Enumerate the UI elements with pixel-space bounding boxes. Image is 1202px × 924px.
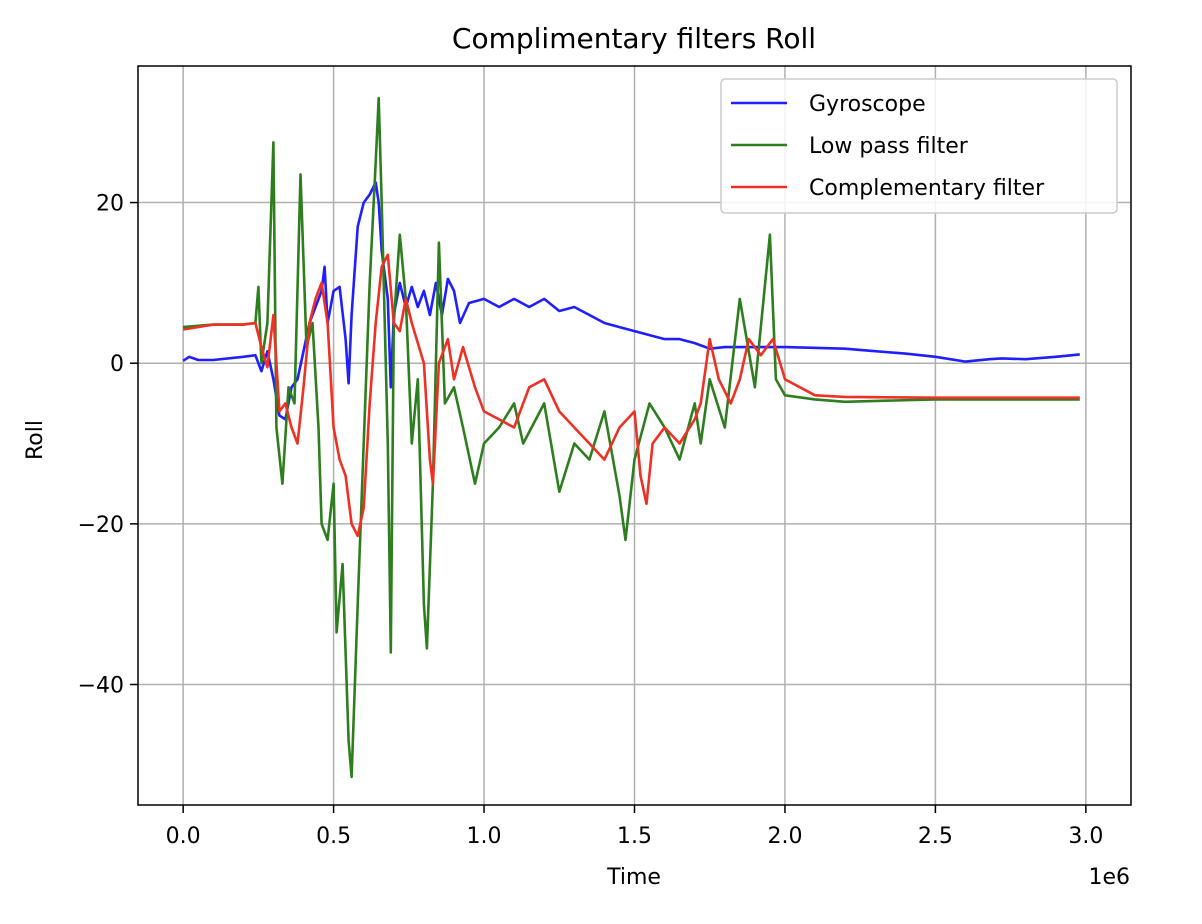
x-axis-offset-label: 1e6: [1088, 865, 1130, 890]
x-axis-title: Time: [606, 865, 661, 890]
x-tick-label: 2.5: [918, 824, 953, 849]
x-tick-label: 2.0: [767, 824, 802, 849]
y-tick-label: −20: [78, 513, 124, 538]
x-tick-label: 0.0: [166, 824, 201, 849]
x-axis: 0.0 0.5 1.0 1.5 2.0 2.5 3.0: [166, 805, 1103, 849]
series-line-3: [182, 253, 1080, 538]
y-tick-label: −40: [78, 674, 124, 699]
legend: Gyroscope Low pass filter Complementary fi…: [720, 78, 1118, 214]
legend-label: Gyroscope: [809, 92, 926, 117]
legend-label: Low pass filter: [809, 134, 969, 159]
x-tick-label: 3.0: [1068, 824, 1103, 849]
legend-label: Complementary filter: [809, 176, 1045, 201]
x-tick-label: 1.0: [467, 824, 502, 849]
x-tick-label: 1.5: [617, 824, 652, 849]
series-line-2: [182, 96, 1080, 779]
y-tick-label: 20: [96, 192, 124, 217]
y-tick-label: 0: [110, 352, 124, 377]
y-axis: −40 −20 0 20: [78, 192, 138, 699]
chart-title: Complimentary filters Roll: [452, 22, 816, 55]
legend-box: [720, 78, 1118, 214]
x-tick-label: 0.5: [316, 824, 351, 849]
y-axis-title: Roll: [23, 420, 48, 460]
series-lines: [182, 96, 1080, 779]
